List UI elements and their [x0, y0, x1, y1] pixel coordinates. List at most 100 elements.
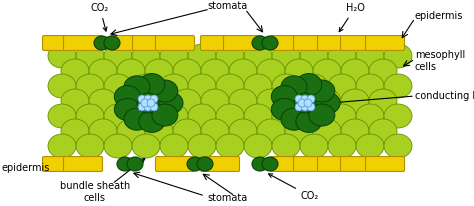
Ellipse shape	[114, 86, 140, 108]
Ellipse shape	[173, 119, 201, 143]
Ellipse shape	[117, 89, 145, 113]
Ellipse shape	[252, 36, 268, 50]
Ellipse shape	[132, 44, 160, 68]
Ellipse shape	[356, 44, 384, 68]
Text: epidermis: epidermis	[415, 11, 464, 21]
Ellipse shape	[137, 93, 159, 113]
Ellipse shape	[328, 44, 356, 68]
Ellipse shape	[257, 89, 285, 113]
Ellipse shape	[117, 59, 145, 83]
Ellipse shape	[104, 44, 132, 68]
Ellipse shape	[76, 104, 104, 128]
Ellipse shape	[294, 93, 316, 113]
Ellipse shape	[384, 74, 412, 98]
Ellipse shape	[369, 119, 397, 143]
Ellipse shape	[229, 119, 257, 143]
Ellipse shape	[188, 44, 216, 68]
FancyBboxPatch shape	[155, 36, 194, 50]
Ellipse shape	[298, 99, 306, 107]
FancyBboxPatch shape	[64, 36, 102, 50]
Ellipse shape	[188, 104, 216, 128]
Text: CO₂: CO₂	[269, 174, 319, 201]
Ellipse shape	[139, 74, 165, 96]
FancyBboxPatch shape	[43, 36, 82, 50]
FancyBboxPatch shape	[293, 157, 332, 171]
Ellipse shape	[216, 44, 244, 68]
Ellipse shape	[94, 36, 110, 50]
Text: CO₂: CO₂	[91, 3, 109, 31]
Ellipse shape	[384, 44, 412, 68]
Ellipse shape	[160, 74, 188, 98]
Ellipse shape	[188, 74, 216, 98]
Ellipse shape	[173, 59, 201, 83]
FancyBboxPatch shape	[155, 157, 194, 171]
Ellipse shape	[48, 44, 76, 68]
Ellipse shape	[160, 104, 188, 128]
Ellipse shape	[369, 89, 397, 113]
Ellipse shape	[313, 89, 341, 113]
Ellipse shape	[272, 134, 300, 158]
Ellipse shape	[201, 89, 229, 113]
Ellipse shape	[356, 74, 384, 98]
Ellipse shape	[104, 104, 132, 128]
Ellipse shape	[229, 59, 257, 83]
Ellipse shape	[272, 74, 300, 98]
Ellipse shape	[356, 134, 384, 158]
Ellipse shape	[139, 110, 165, 132]
FancyBboxPatch shape	[110, 36, 149, 50]
Ellipse shape	[138, 95, 146, 103]
Ellipse shape	[216, 134, 244, 158]
Ellipse shape	[187, 157, 203, 171]
Ellipse shape	[341, 89, 369, 113]
Ellipse shape	[244, 134, 272, 158]
Ellipse shape	[48, 74, 76, 98]
Ellipse shape	[313, 59, 341, 83]
Ellipse shape	[138, 103, 146, 111]
Ellipse shape	[281, 108, 307, 130]
FancyBboxPatch shape	[293, 36, 332, 50]
Ellipse shape	[150, 103, 158, 111]
FancyBboxPatch shape	[271, 36, 310, 50]
Ellipse shape	[201, 119, 229, 143]
Ellipse shape	[307, 95, 315, 103]
Ellipse shape	[244, 44, 272, 68]
Ellipse shape	[145, 119, 173, 143]
Ellipse shape	[244, 104, 272, 128]
Ellipse shape	[160, 134, 188, 158]
Ellipse shape	[76, 134, 104, 158]
Ellipse shape	[356, 104, 384, 128]
Ellipse shape	[314, 92, 340, 114]
Ellipse shape	[104, 36, 120, 50]
Ellipse shape	[384, 104, 412, 128]
Ellipse shape	[48, 104, 76, 128]
Ellipse shape	[257, 59, 285, 83]
FancyBboxPatch shape	[201, 36, 239, 50]
Ellipse shape	[313, 119, 341, 143]
Ellipse shape	[145, 59, 173, 83]
Ellipse shape	[328, 134, 356, 158]
FancyBboxPatch shape	[318, 36, 356, 50]
Ellipse shape	[285, 119, 313, 143]
Ellipse shape	[296, 74, 322, 96]
Ellipse shape	[301, 95, 309, 103]
Ellipse shape	[114, 98, 140, 120]
Ellipse shape	[252, 157, 268, 171]
Ellipse shape	[281, 76, 307, 98]
Ellipse shape	[188, 134, 216, 158]
Ellipse shape	[152, 80, 178, 102]
Ellipse shape	[328, 104, 356, 128]
Ellipse shape	[173, 89, 201, 113]
Ellipse shape	[341, 119, 369, 143]
FancyBboxPatch shape	[340, 157, 380, 171]
FancyBboxPatch shape	[64, 157, 102, 171]
Ellipse shape	[76, 44, 104, 68]
FancyBboxPatch shape	[224, 36, 263, 50]
Ellipse shape	[272, 44, 300, 68]
Ellipse shape	[301, 103, 309, 111]
FancyBboxPatch shape	[43, 157, 82, 171]
Ellipse shape	[272, 104, 300, 128]
Ellipse shape	[61, 89, 89, 113]
Ellipse shape	[150, 95, 158, 103]
Ellipse shape	[152, 104, 178, 126]
Ellipse shape	[304, 99, 312, 107]
